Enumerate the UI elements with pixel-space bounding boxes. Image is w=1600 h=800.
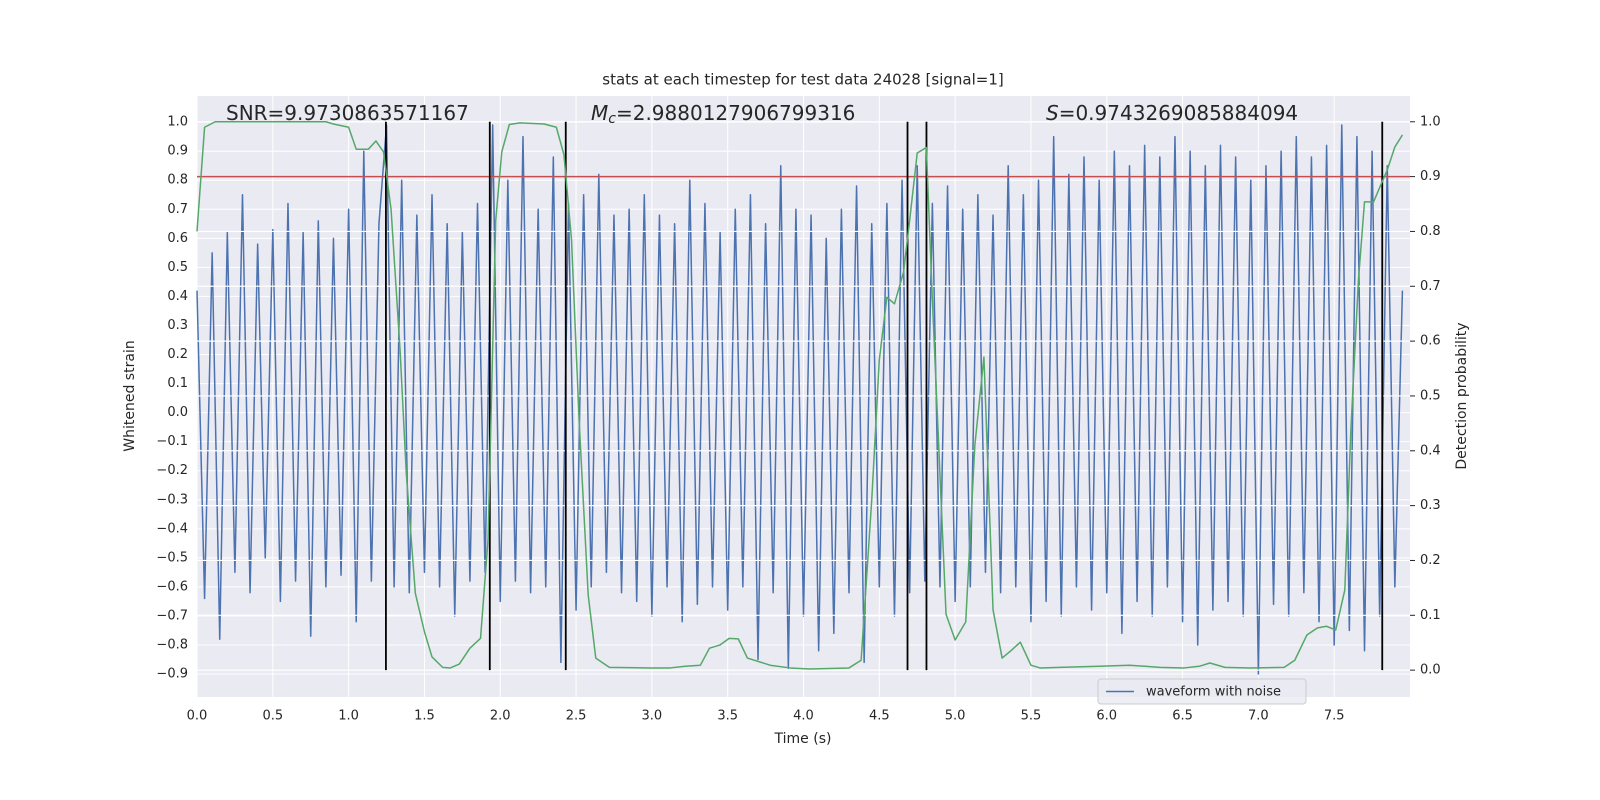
y-tick-label: −0.2 [156,463,188,478]
chart-title: stats at each timestep for test data 240… [602,71,1003,89]
y-tick-label: 0.4 [167,289,188,304]
y-tick-label: −0.3 [156,492,188,507]
annotation-symbol: M [591,101,608,125]
y-tick-label: 0.5 [167,260,188,275]
y-tick-label: 0.7 [167,202,188,217]
y-tick-label: 0.3 [167,318,188,333]
annotation-symbol: S [1046,101,1059,125]
annotation-text: =2.9880127906799316 [616,101,855,125]
annotation: S=0.9743269085884094 [1046,101,1298,125]
x-tick-label: 2.5 [566,709,587,724]
x-axis-label: Time (s) [774,731,832,747]
y2-tick-label: 0.1 [1420,608,1441,623]
y-tick-label: −0.5 [156,550,188,565]
y-tick-label: 0.2 [167,347,188,362]
y-tick-label: 0.9 [167,144,188,159]
y-tick-label: 1.0 [167,115,188,130]
x-tick-label: 3.0 [642,709,663,724]
legend-label: waveform with noise [1146,685,1281,700]
y2-tick-label: 0.5 [1420,388,1441,403]
y2-axis-label: Detection probability [1454,322,1470,469]
y-tick-label: 0.8 [167,173,188,188]
y-tick-label: 0.6 [167,231,188,246]
y2-tick-label: 0.4 [1420,443,1441,458]
series-line [196,121,1404,670]
y-axis-label: Whitened strain [122,340,138,451]
annotation: Mc=2.9880127906799316 [591,101,855,128]
series-line [196,124,1404,675]
x-tick-label: 0.5 [262,709,283,724]
y-tick-label: −0.9 [156,667,188,682]
x-tick-label: 1.5 [414,709,435,724]
x-tick-label: 5.0 [945,709,966,724]
annotation-text: SNR=9.9730863571167 [226,101,469,125]
x-tick-label: 6.5 [1172,709,1193,724]
y-tick-label: −0.4 [156,521,188,536]
x-tick-label: 6.0 [1096,709,1117,724]
x-tick-label: 7.0 [1248,709,1269,724]
y2-tick-label: 0.2 [1420,553,1441,568]
annotation-text: =0.9743269085884094 [1059,101,1298,125]
y2-tick-label: 0.8 [1420,224,1441,239]
y-tick-label: 0.0 [167,405,188,420]
y2-tick-label: 0.3 [1420,498,1441,513]
y2-tick-label: 1.0 [1420,114,1441,129]
y-tick-label: −0.1 [156,434,188,449]
y-tick-label: −0.8 [156,638,188,653]
x-tick-label: 3.5 [717,709,738,724]
y2-tick-label: 0.0 [1420,663,1441,678]
x-tick-label: 2.0 [490,709,511,724]
x-tick-label: 4.5 [869,709,890,724]
x-tick-label: 4.0 [793,709,814,724]
x-tick-label: 1.0 [338,709,359,724]
x-tick-label: 0.0 [187,709,208,724]
annotation-subscript: c [608,111,616,127]
y2-tick-label: 0.7 [1420,279,1441,294]
y2-tick-label: 0.9 [1420,169,1441,184]
legend-box [1097,678,1307,705]
y-tick-label: −0.6 [156,579,188,594]
x-tick-label: 5.5 [1021,709,1042,724]
y2-tick-label: 0.6 [1420,334,1441,349]
y-tick-label: 0.1 [167,376,188,391]
x-tick-label: 7.5 [1324,709,1345,724]
y-tick-label: −0.7 [156,608,188,623]
annotation: SNR=9.9730863571167 [226,101,469,125]
